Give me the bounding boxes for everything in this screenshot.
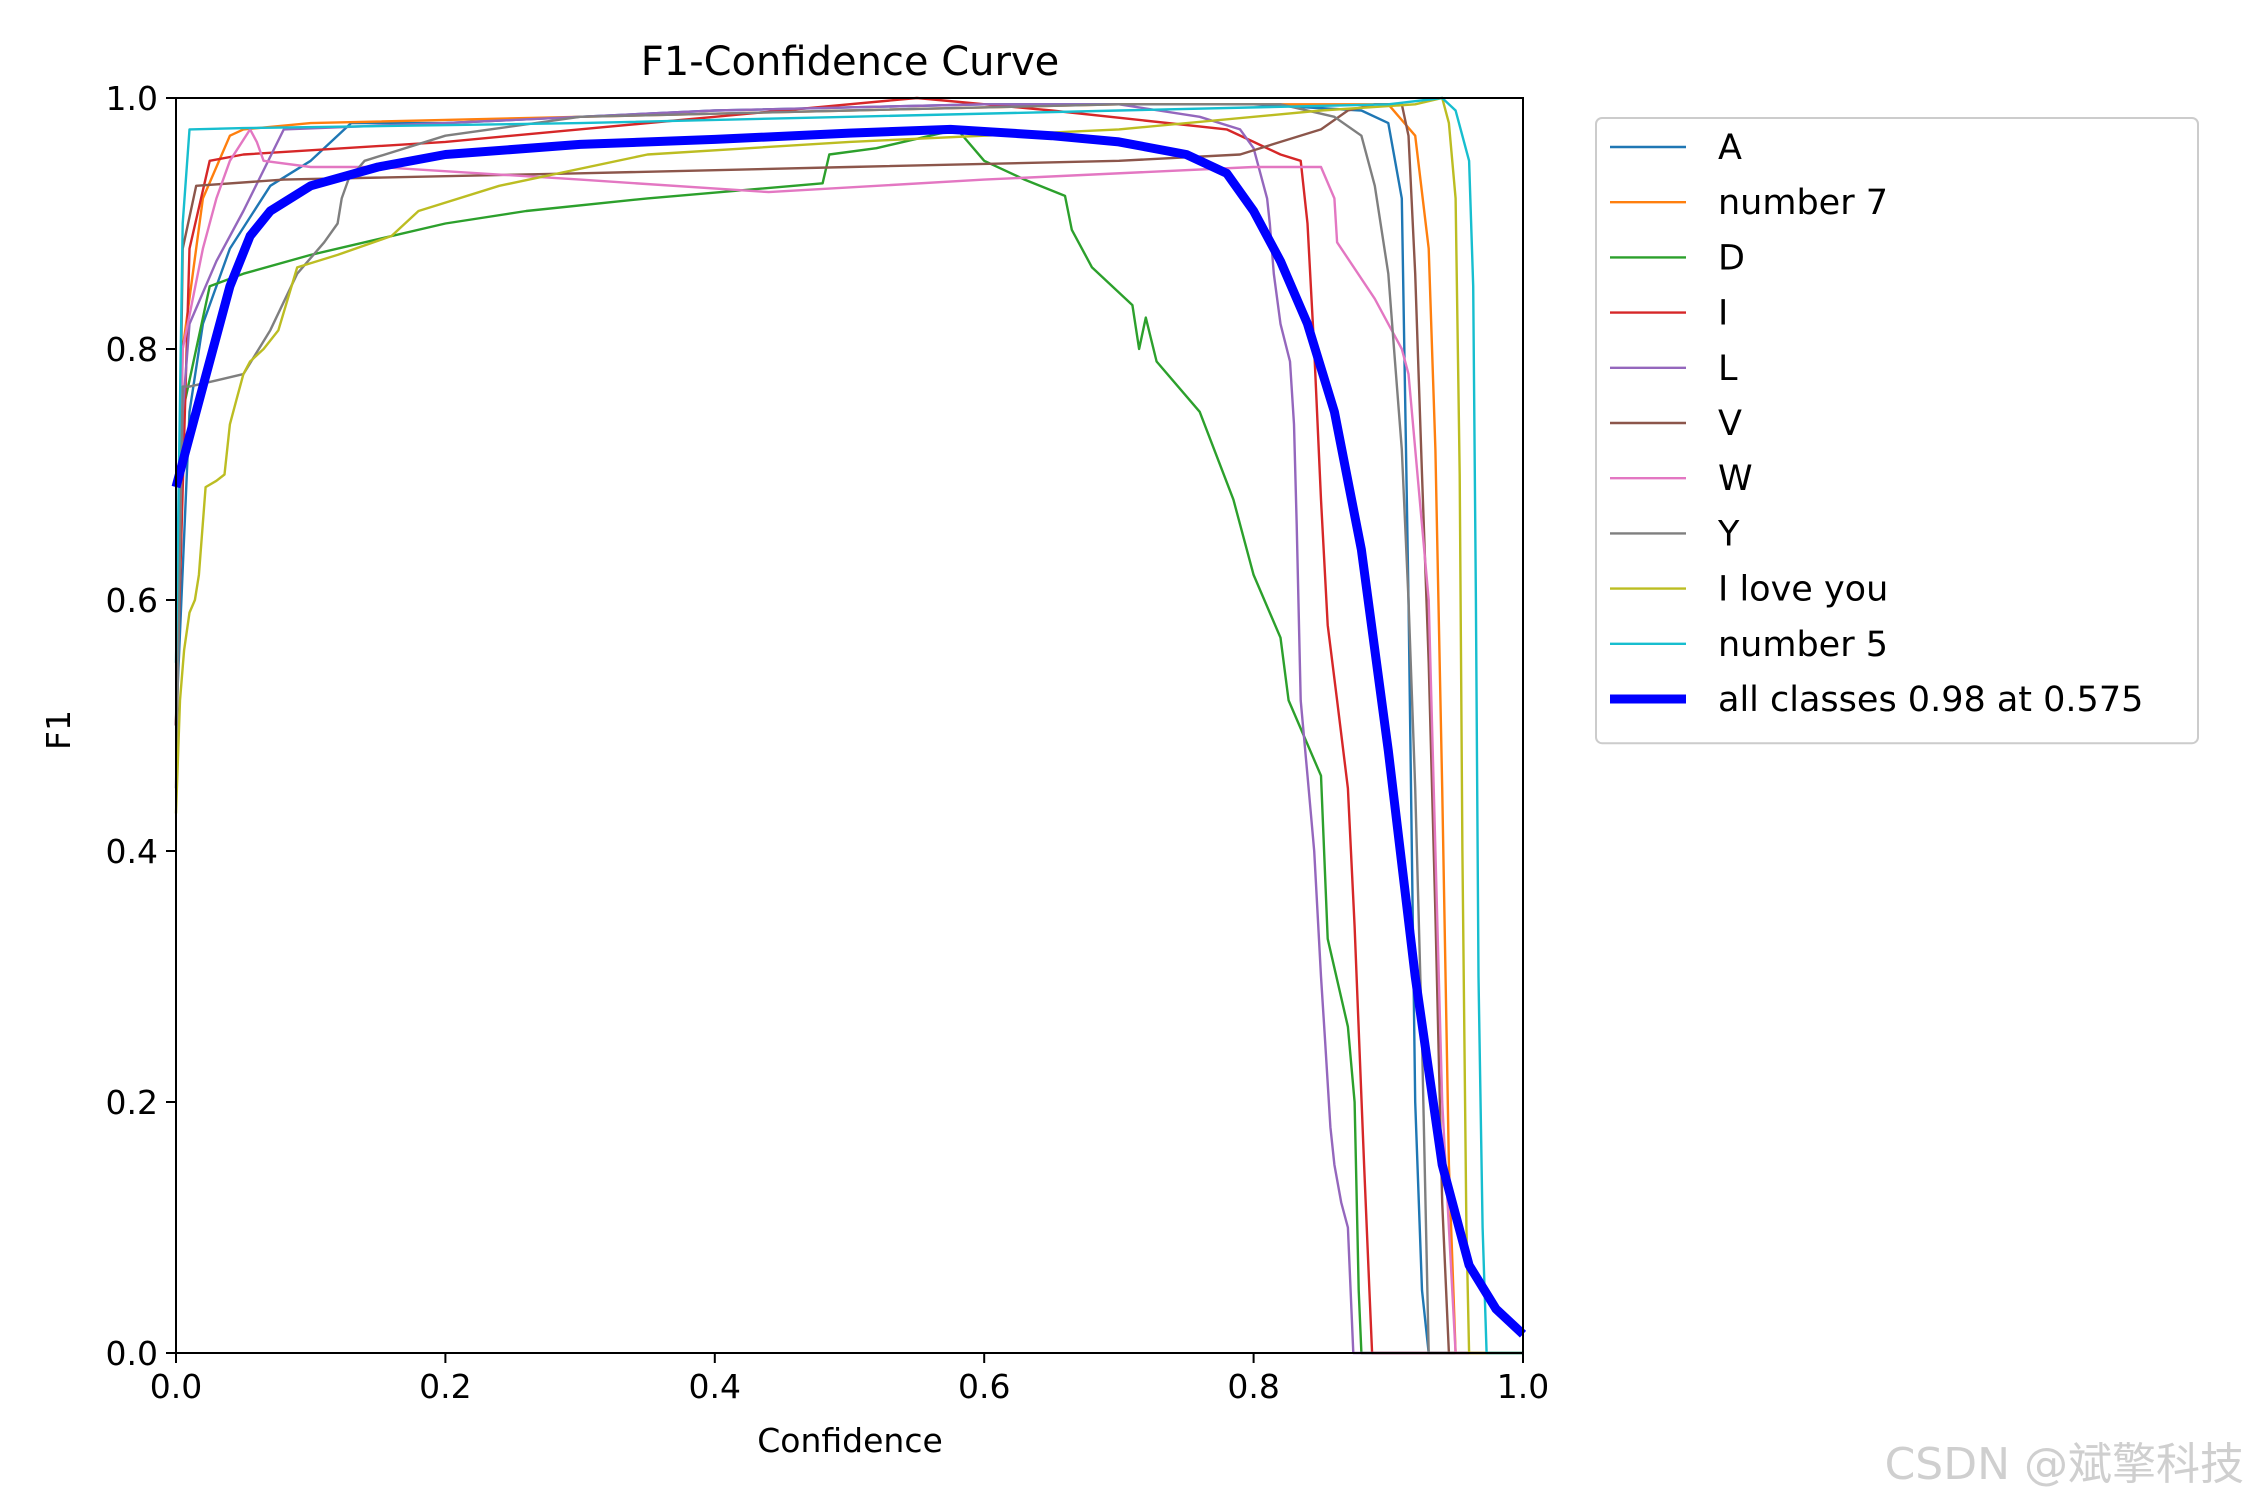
series-line-0	[174, 103, 1523, 1355]
plot-frame	[175, 97, 1524, 1354]
series-line-7	[174, 103, 1523, 1355]
legend-box	[1595, 117, 2199, 745]
legend-label-1: number 7	[1718, 183, 1888, 223]
series-line-5	[174, 103, 1523, 1355]
y-tick-label: 0.6	[106, 581, 158, 620]
series-line-3	[174, 96, 1523, 1355]
axis-ticks: 0.0 0.2 0.4 0.6 0.8 1.0 0.0 0.2 0.4 0.6 0.8 1.0	[106, 79, 1550, 1406]
plot-lines	[171, 96, 1527, 1355]
x-tick-label: 0.8	[1227, 1367, 1279, 1406]
x-tick-label: 0.6	[958, 1367, 1010, 1406]
series-line-6	[174, 128, 1523, 1355]
series-line-8	[174, 96, 1523, 1355]
x-axis-label: Confidence	[757, 1421, 943, 1460]
x-tick-label: 0.0	[150, 1367, 202, 1406]
legend-label-4: L	[1718, 349, 1738, 389]
legend-label-2: D	[1718, 238, 1745, 278]
y-tick-label: 0.4	[106, 832, 158, 871]
y-tick-label: 0.8	[106, 330, 158, 369]
legend-label-0: A	[1718, 128, 1742, 168]
watermark: CSDN @斌擎科技	[1884, 1439, 2244, 1490]
series-line-2	[174, 128, 1523, 1355]
legend-label-6: W	[1718, 459, 1753, 499]
x-tick-label: 0.2	[419, 1367, 471, 1406]
y-tick-label: 1.0	[106, 79, 158, 118]
legend-label-10: all classes 0.98 at 0.575	[1718, 680, 2143, 720]
y-tick-label: 0.2	[106, 1083, 158, 1122]
chart-title: F1-Confidence Curve	[641, 39, 1060, 85]
legend-label-3: I	[1718, 294, 1728, 334]
legend-label-9: number 5	[1718, 625, 1888, 665]
legend-label-7: Y	[1717, 514, 1740, 554]
series-line-9	[174, 96, 1523, 1355]
series-line-4	[174, 103, 1523, 1355]
x-tick-label: 1.0	[1497, 1367, 1549, 1406]
legend-label-8: I love you	[1718, 570, 1888, 610]
y-tick-label: 0.0	[106, 1334, 158, 1373]
series-line-10	[171, 124, 1527, 1338]
series-line-1	[174, 103, 1523, 1355]
y-axis-label: F1	[39, 710, 78, 750]
legend-label-5: V	[1718, 404, 1742, 444]
x-tick-label: 0.4	[689, 1367, 741, 1406]
